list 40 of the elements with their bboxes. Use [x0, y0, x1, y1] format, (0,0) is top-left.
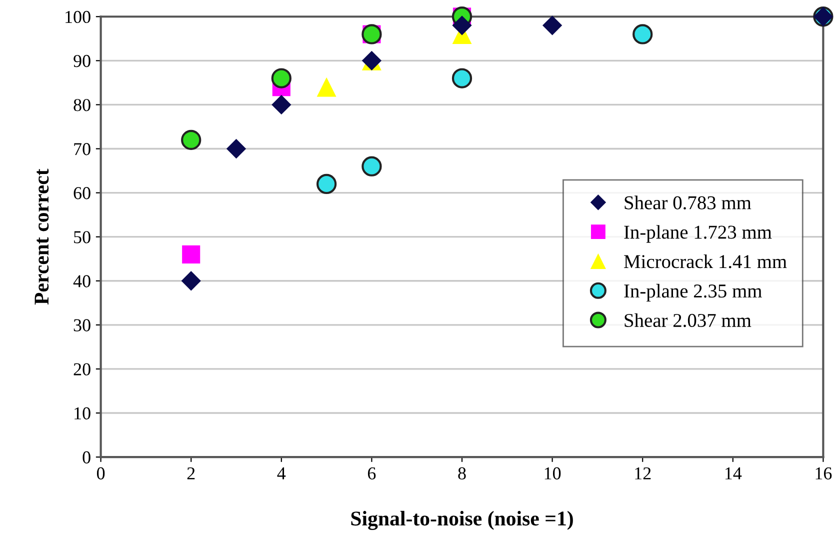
- y-tick-label: 20: [74, 363, 90, 376]
- x-tick-label: 4: [277, 467, 286, 480]
- legend-label: Shear 0.783 mm: [624, 196, 752, 210]
- point: [316, 174, 337, 194]
- x-tick-label: 8: [458, 467, 466, 480]
- point: [182, 245, 200, 264]
- point: [271, 68, 292, 88]
- y-tick-label: 50: [74, 231, 90, 244]
- legend-label: In-plane 1.723 mm: [624, 225, 772, 243]
- y-tick-label: 70: [74, 143, 90, 156]
- point: [452, 68, 472, 88]
- point: [181, 130, 202, 150]
- x-tick-label: 12: [635, 467, 651, 480]
- y-tick-label: 40: [73, 275, 90, 288]
- legend-label: In-plane 2.35 mm: [624, 284, 762, 302]
- point: [452, 16, 472, 36]
- y-tick-label: 10: [74, 407, 90, 420]
- point: [542, 16, 562, 36]
- point: [362, 156, 382, 176]
- point: [181, 271, 201, 291]
- y-tick-label: 0: [82, 451, 90, 464]
- x-tick-label: 0: [96, 467, 105, 480]
- y-tick-label: 100: [66, 10, 90, 24]
- x-tick-label: 16: [816, 467, 832, 480]
- x-tick-label: 10: [544, 467, 561, 480]
- legend-label: Microcrack 1.41 mm: [624, 254, 787, 268]
- y-axis-title: Percent correct: [34, 168, 49, 305]
- x-tick-label: 6: [368, 467, 376, 480]
- x-tick-label: 2: [187, 467, 195, 480]
- point: [226, 138, 246, 159]
- point: [632, 24, 653, 44]
- point: [272, 94, 292, 115]
- x-tick-label: 14: [725, 467, 742, 480]
- y-tick-label: 90: [74, 54, 90, 68]
- y-tick-label: 80: [74, 98, 90, 112]
- legend-label: Shear 2.037 mm: [624, 313, 752, 328]
- point: [316, 77, 336, 97]
- x-axis-title: Signal-to-noise (noise =1): [351, 510, 573, 530]
- y-tick-label: 30: [74, 319, 90, 332]
- y-tick-label: 60: [74, 187, 90, 200]
